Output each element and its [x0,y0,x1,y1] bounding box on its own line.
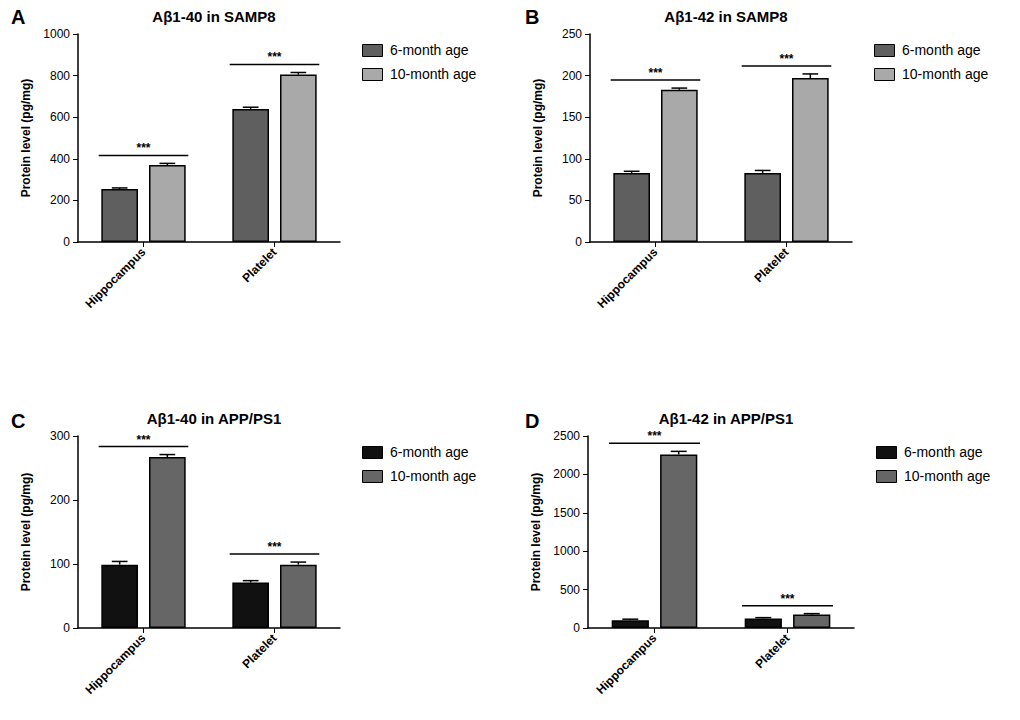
svg-text:400: 400 [50,152,70,166]
svg-text:Hippocampus: Hippocampus [594,631,660,697]
svg-text:100: 100 [562,152,582,166]
svg-text:Aβ1-42 in SAMP8: Aβ1-42 in SAMP8 [664,8,787,25]
svg-text:1000: 1000 [43,27,70,41]
svg-text:Aβ1-40 in SAMP8: Aβ1-40 in SAMP8 [152,8,275,25]
svg-text:C: C [11,410,25,432]
svg-text:Platelet: Platelet [752,631,792,671]
svg-text:200: 200 [562,69,582,83]
svg-text:B: B [525,6,539,28]
svg-text:0: 0 [575,235,582,249]
svg-text:0: 0 [63,621,70,635]
svg-text:***: *** [780,592,794,606]
svg-text:500: 500 [560,583,580,597]
svg-text:Protein level (pg/mg): Protein level (pg/mg) [529,473,543,592]
svg-text:Platelet: Platelet [239,245,279,285]
svg-text:Protein level (pg/mg): Protein level (pg/mg) [531,79,545,198]
svg-text:0: 0 [63,235,70,249]
svg-text:Aβ1-40 in APP/PS1: Aβ1-40 in APP/PS1 [147,410,281,427]
svg-text:Hippocampus: Hippocampus [83,631,149,697]
svg-text:Hippocampus: Hippocampus [595,245,661,311]
svg-text:Protein level (pg/mg): Protein level (pg/mg) [19,473,33,592]
svg-text:A: A [11,6,25,28]
svg-text:100: 100 [50,557,70,571]
svg-text:Platelet: Platelet [751,245,791,285]
svg-text:***: *** [647,429,661,443]
svg-text:200: 200 [50,193,70,207]
svg-text:6-month age: 6-month age [390,42,469,58]
svg-text:150: 150 [562,110,582,124]
svg-text:Protein level (pg/mg): Protein level (pg/mg) [19,79,33,198]
svg-text:***: *** [267,540,281,554]
svg-text:6-month age: 6-month age [904,444,983,460]
svg-text:10-month age: 10-month age [904,468,991,484]
svg-text:10-month age: 10-month age [390,66,477,82]
svg-text:1000: 1000 [553,544,580,558]
svg-text:800: 800 [50,69,70,83]
svg-text:Hippocampus: Hippocampus [83,245,149,311]
svg-text:***: *** [648,66,662,80]
svg-text:1500: 1500 [553,506,580,520]
svg-text:Platelet: Platelet [239,631,279,671]
svg-text:***: *** [779,52,793,66]
svg-text:2000: 2000 [553,467,580,481]
svg-text:2500: 2500 [553,429,580,443]
svg-text:***: *** [136,141,150,155]
svg-text:10-month age: 10-month age [390,468,477,484]
svg-text:6-month age: 6-month age [390,444,469,460]
svg-text:D: D [525,410,539,432]
svg-text:Aβ1-42 in APP/PS1: Aβ1-42 in APP/PS1 [659,410,793,427]
svg-text:600: 600 [50,110,70,124]
svg-text:0: 0 [573,621,580,635]
svg-text:6-month age: 6-month age [902,42,981,58]
svg-text:10-month age: 10-month age [902,66,989,82]
svg-text:50: 50 [569,193,583,207]
svg-text:***: *** [136,433,150,447]
svg-text:200: 200 [50,493,70,507]
svg-text:***: *** [267,50,281,64]
svg-text:300: 300 [50,429,70,443]
svg-text:250: 250 [562,27,582,41]
